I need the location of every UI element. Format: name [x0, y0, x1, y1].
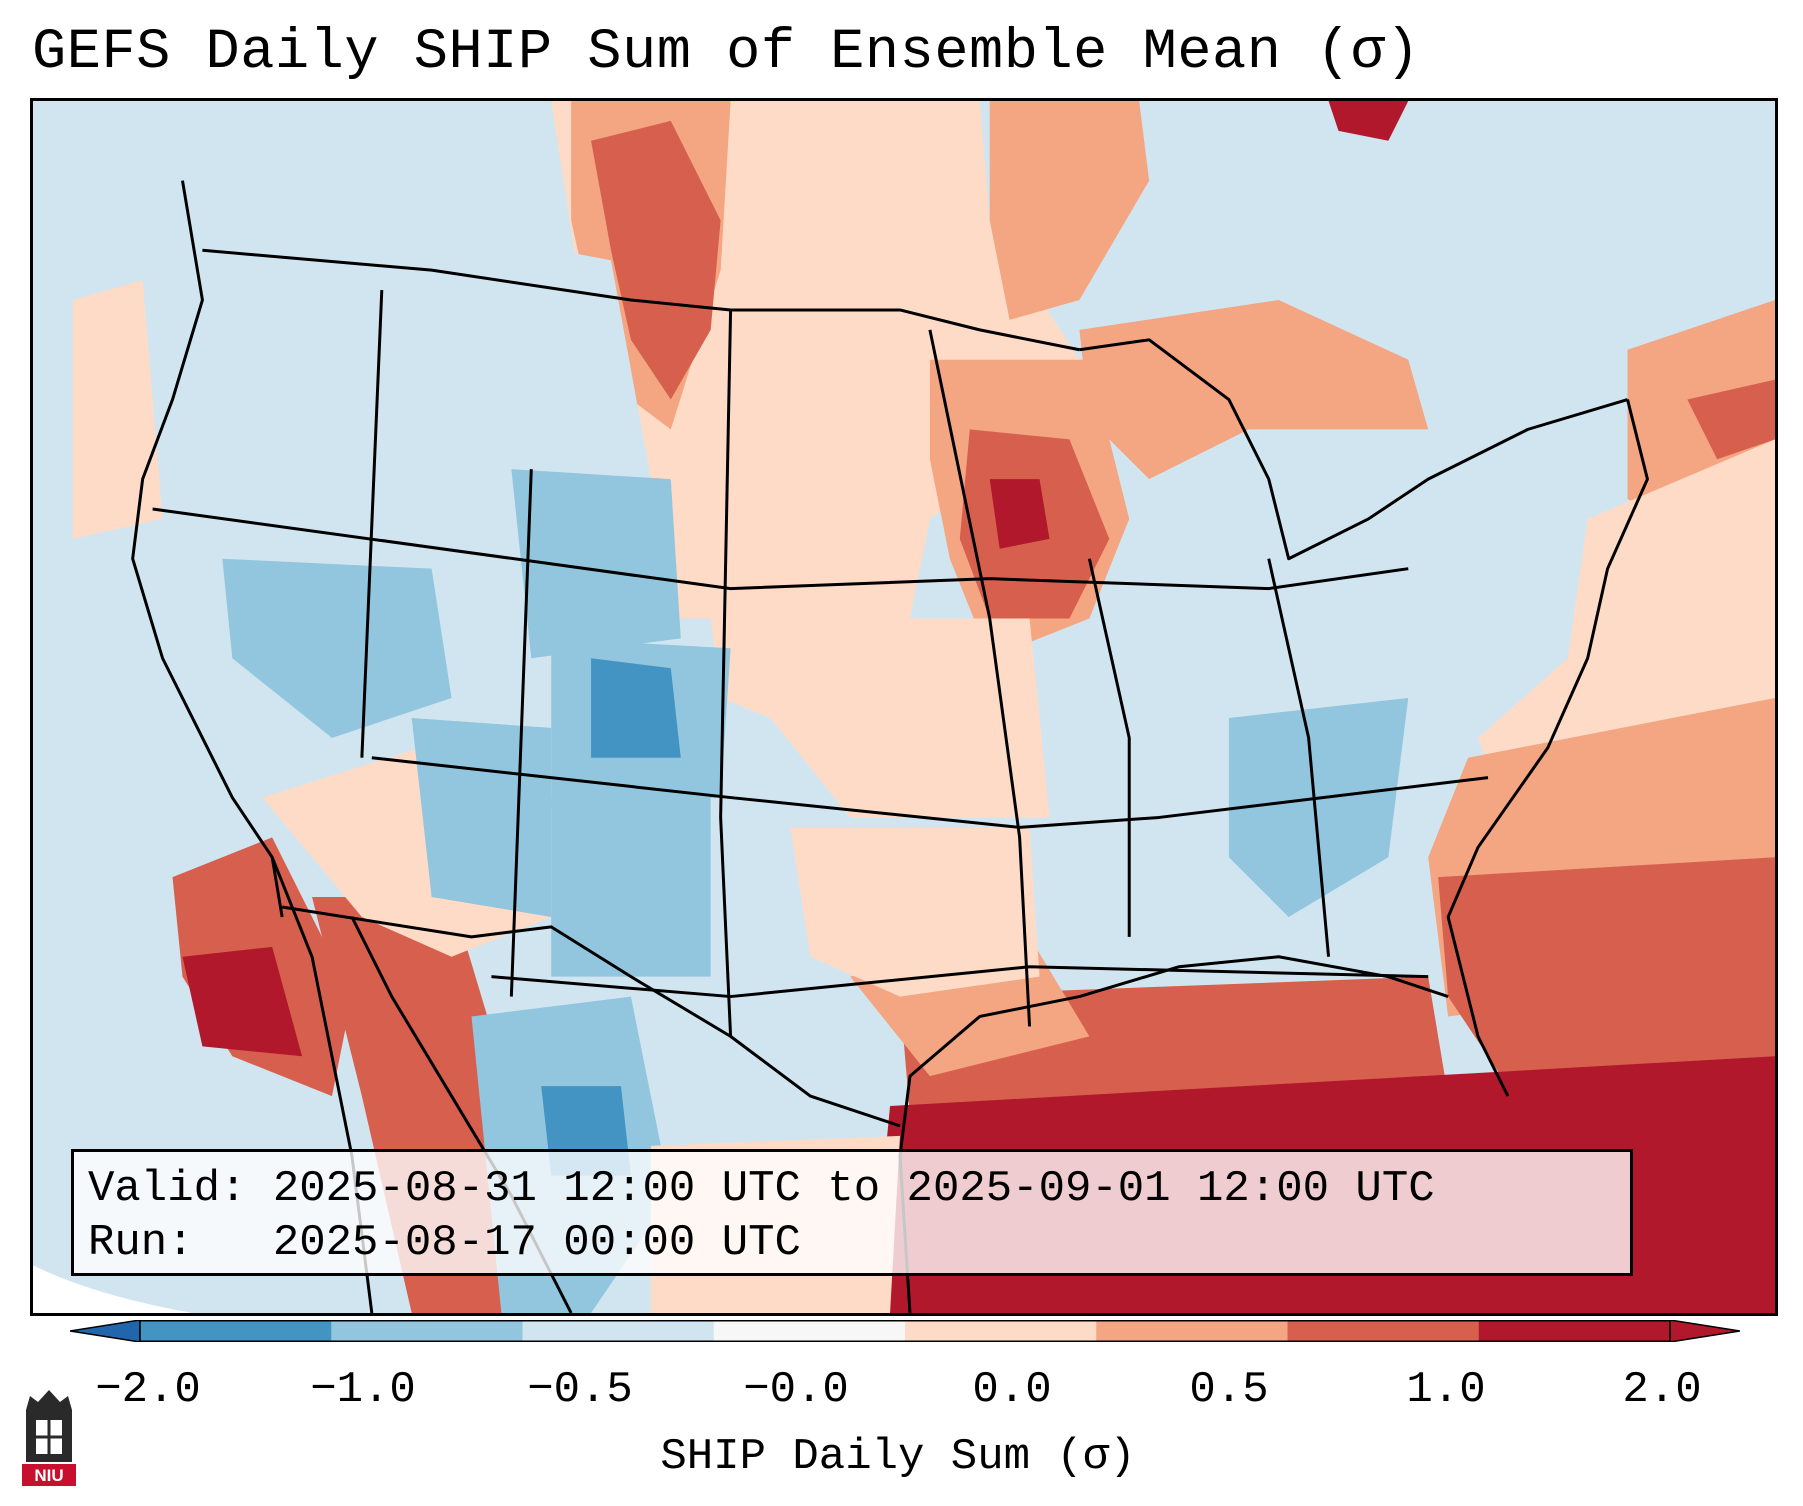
state-line-horizontal-north [152, 507, 1409, 591]
anomaly-region-iowa-core [989, 479, 1050, 549]
anomaly-region-great-lakes [1079, 300, 1429, 480]
colorbar-tick-label: −0.0 [743, 1365, 849, 1415]
us-west-coast-line [131, 180, 284, 918]
colorbar-extend-high [1669, 1320, 1740, 1342]
anomaly-region-tennessee-valley [1228, 698, 1409, 917]
run-value: 2025-08-17 00:00 UTC [272, 1218, 801, 1268]
logo-text: NIU [34, 1466, 63, 1485]
map-panel[interactable]: Valid: 2025-08-31 12:00 UTC to 2025-09-0… [30, 98, 1778, 1316]
colorbar-tick-label: −2.0 [95, 1365, 201, 1415]
us-mexico-border-line [281, 905, 901, 1128]
anomaly-region-baja-core [182, 946, 303, 1057]
colorbar-segment [140, 1320, 332, 1342]
colorbar-tick-label: −1.0 [310, 1365, 416, 1415]
colorbar-extend-low [70, 1320, 141, 1342]
anomaly-region-new-mexico [551, 797, 711, 977]
anomaly-region-montana-core [591, 120, 721, 400]
state-line-rockies [509, 469, 533, 997]
colorbar-tick-label: 0.5 [1189, 1365, 1269, 1415]
colorbar-segment [1478, 1320, 1671, 1342]
chart-title: GEFS Daily SHIP Sum of Ensemble Mean (σ) [32, 21, 1421, 85]
valid-value: 2025-08-31 12:00 UTC to 2025-09-01 12:00… [272, 1164, 1435, 1214]
niu-logo: NIU [22, 1390, 76, 1486]
colorbar-tick-label: 1.0 [1406, 1365, 1486, 1415]
great-lakes-line [1079, 338, 1628, 561]
colorbar-segment [522, 1320, 715, 1342]
colorbar-segment [1096, 1320, 1288, 1342]
colorbar-segment [331, 1320, 523, 1342]
map-canvas [33, 101, 1775, 1313]
colorbar-axis-label: SHIP Daily Sum (σ) [660, 1432, 1136, 1482]
state-line-horizontal-mid [371, 756, 1489, 829]
colorbar-segment [905, 1320, 1097, 1342]
state-line-plains-west [719, 309, 733, 1037]
colorbar-tick-label: −0.5 [527, 1365, 633, 1415]
state-line-appalachia [1267, 558, 1331, 957]
anomaly-region-wyoming [511, 469, 681, 659]
colorbar-segment [1287, 1320, 1480, 1342]
colorbar-tick-label: 0.0 [972, 1365, 1052, 1415]
anomaly-region-north-dakota [989, 101, 1150, 320]
state-line-mississippi [1087, 558, 1131, 937]
anomaly-region-central-plains [710, 618, 1050, 818]
anomaly-region-arizona [411, 717, 552, 917]
anomaly-region-southern-plains [790, 827, 1040, 997]
anomaly-region-hudson-bay [1328, 101, 1409, 141]
anomaly-region-colorado-core [591, 658, 681, 758]
colorbar-segment [713, 1320, 906, 1342]
colorbar-frame [139, 1320, 1671, 1342]
state-line-mountain [360, 290, 384, 758]
anomaly-region-idaho [451, 230, 651, 480]
valid-label: Valid: [88, 1164, 247, 1214]
state-line-horizontal-south [491, 965, 1429, 999]
logo-banner [22, 1464, 76, 1486]
valid-run-info-box: Valid: 2025-08-31 12:00 UTC to 2025-09-0… [71, 1149, 1633, 1276]
boundary-lines [131, 180, 1649, 1313]
anomaly-region-great-basin [222, 558, 452, 738]
anomaly-region-pacific-nw-warm [72, 280, 163, 539]
state-line-plains-east [928, 329, 1032, 1027]
projection-edge-left [33, 1265, 193, 1313]
gulf-coast-line [898, 955, 1449, 1313]
colorbar [70, 1320, 1740, 1342]
anomaly-region-atlantic-strong [1438, 857, 1775, 1116]
anomaly-region-new-england-core [1687, 379, 1775, 460]
logo-tower-top [26, 1390, 72, 1410]
run-label: Run: [88, 1218, 194, 1268]
us-east-coast-line [1446, 399, 1649, 1097]
colorbar-tick-label: 2.0 [1622, 1365, 1702, 1415]
